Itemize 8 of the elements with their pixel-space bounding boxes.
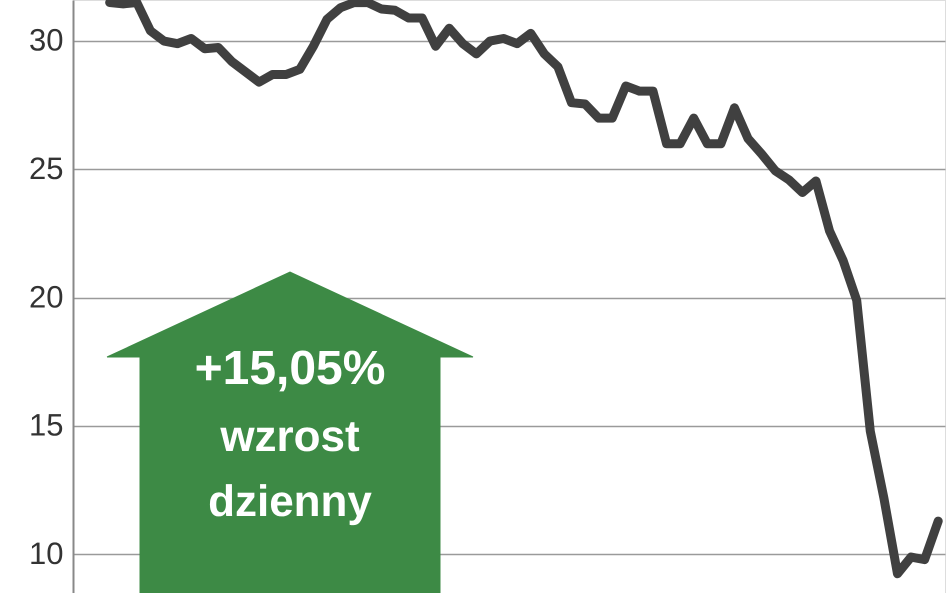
annotation: dzienny — [208, 477, 372, 526]
y-tick-label: 10 — [29, 536, 64, 571]
annotation: wzrost — [219, 412, 360, 461]
annotation: +15,05% — [194, 342, 386, 395]
y-tick-label: 25 — [29, 150, 64, 186]
y-tick-label: 15 — [29, 408, 64, 443]
y-tick-label: 20 — [29, 279, 64, 314]
y-tick-label: 30 — [29, 22, 64, 58]
